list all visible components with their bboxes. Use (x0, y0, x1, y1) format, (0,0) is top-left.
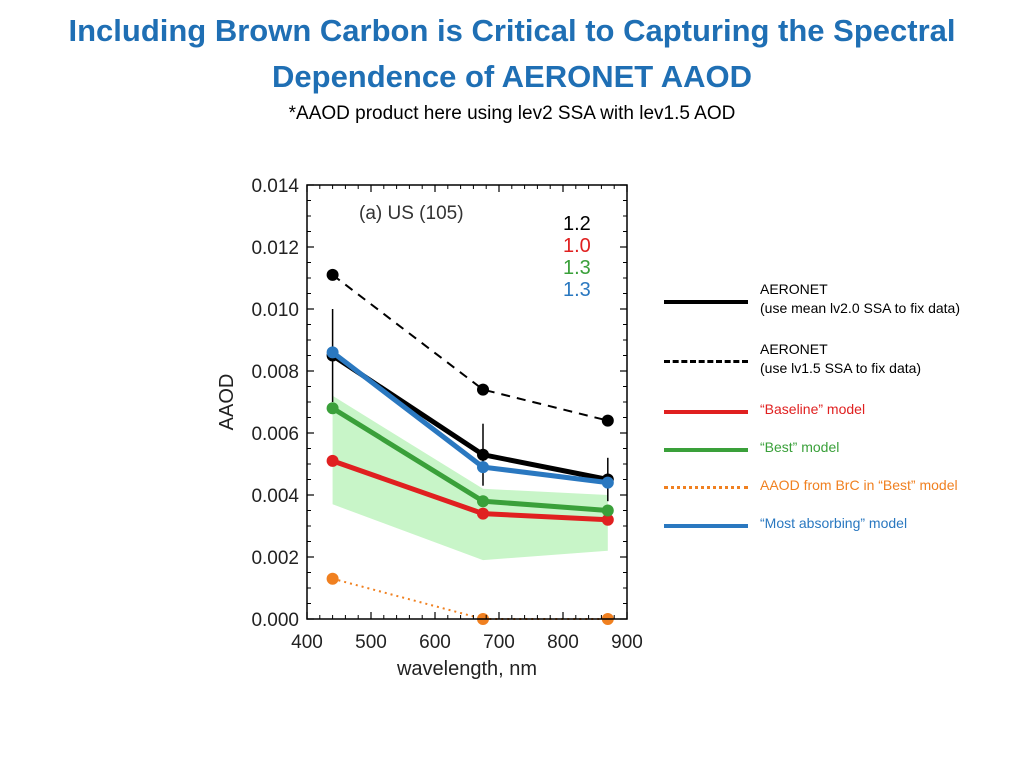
y-tick-label: 0.012 (251, 238, 299, 259)
angstrom-label: 1.2 (563, 213, 591, 235)
x-tick-label: 500 (355, 632, 387, 653)
x-tick-label: 600 (419, 632, 451, 653)
slide-title: Including Brown Carbon is Critical to Ca… (0, 8, 1024, 100)
legend-label: “Most absorbing” model (760, 514, 907, 533)
y-tick-label: 0.014 (251, 176, 299, 197)
legend-label: “Best” model (760, 438, 839, 457)
y-tick-label: 0.004 (251, 486, 299, 507)
data-point-best-1 (477, 495, 489, 508)
legend-swatch (664, 524, 748, 528)
legend-label-line-2: (use mean lv2.0 SSA to fix data) (760, 300, 960, 316)
legend-label: “Baseline” model (760, 400, 865, 419)
slide-title-line-2: Dependence of AERONET AAOD (272, 59, 752, 94)
data-point-aeronet_lv15-0 (326, 268, 339, 281)
y-tick-label: 0.000 (251, 610, 299, 631)
slide-title-line-1: Including Brown Carbon is Critical to Ca… (68, 13, 956, 48)
legend-label-line-1: AERONET (760, 341, 828, 357)
data-point-baseline-0 (326, 454, 339, 467)
legend-label-line-1: “Baseline” model (760, 401, 866, 417)
panel-label: (a) US (105) (359, 203, 464, 224)
legend-label-line-1: AAOD from BrC in “Best” model (760, 477, 958, 493)
data-point-aeronet_lv15-2 (601, 414, 614, 427)
x-tick-label: 900 (611, 632, 643, 653)
data-point-brc_best-0 (326, 572, 339, 585)
angstrom-label: 1.0 (563, 235, 591, 257)
data-point-baseline-1 (477, 507, 489, 520)
legend-label: AERONET (use mean lv2.0 SSA to fix data) (760, 280, 960, 318)
y-tick-label: 0.010 (251, 300, 299, 321)
data-point-most_absorbing-2 (601, 476, 614, 489)
legend-label-line-1: “Best” model (760, 439, 840, 455)
y-tick-label: 0.008 (251, 362, 299, 383)
legend-swatch (664, 486, 748, 489)
angstrom-label: 1.3 (563, 279, 591, 301)
legend-swatch (664, 300, 748, 304)
legend-label-line-1: “Most absorbing” model (760, 515, 908, 531)
data-point-most_absorbing-0 (326, 346, 339, 359)
series-line-aeronet_lv15 (331, 274, 609, 422)
angstrom-label: 1.3 (563, 257, 591, 279)
data-point-best-2 (601, 504, 614, 517)
legend-label-line-1: AERONET (760, 281, 828, 297)
chart-legend: AERONET (use mean lv2.0 SSA to fix data) A… (660, 280, 1020, 550)
slide-subtitle: *AAOD product here using lev2 SSA with l… (288, 103, 736, 124)
data-point-aeronet_lv20-1 (477, 448, 489, 461)
data-point-best-0 (326, 402, 339, 415)
series-line-brc_best (332, 577, 608, 620)
y-tick-label: 0.002 (251, 548, 299, 569)
x-axis-label: wavelength, nm (396, 658, 537, 680)
data-point-aeronet_lv15-1 (477, 383, 489, 396)
y-tick-label: 0.006 (251, 424, 299, 445)
legend-swatch (664, 448, 748, 452)
legend-swatch (664, 360, 748, 363)
x-tick-label: 400 (291, 632, 323, 653)
x-tick-label: 700 (483, 632, 515, 653)
legend-label: AERONET (use lv1.5 SSA to fix data) (760, 340, 921, 378)
data-point-baseline-2 (601, 513, 614, 526)
aaod-spectral-chart: 0.000 0.002 0.004 0.006 0.008 0.010 0.012 0.014… (216, 176, 643, 680)
legend-swatch (664, 410, 748, 414)
y-axis-label: AAOD (216, 374, 238, 431)
legend-label: AAOD from BrC in “Best” model (760, 476, 958, 495)
legend-label-line-2: (use lv1.5 SSA to fix data) (760, 360, 922, 376)
best-model-range-band (332, 395, 608, 561)
data-point-most_absorbing-1 (477, 461, 489, 474)
x-tick-label: 800 (547, 632, 579, 653)
